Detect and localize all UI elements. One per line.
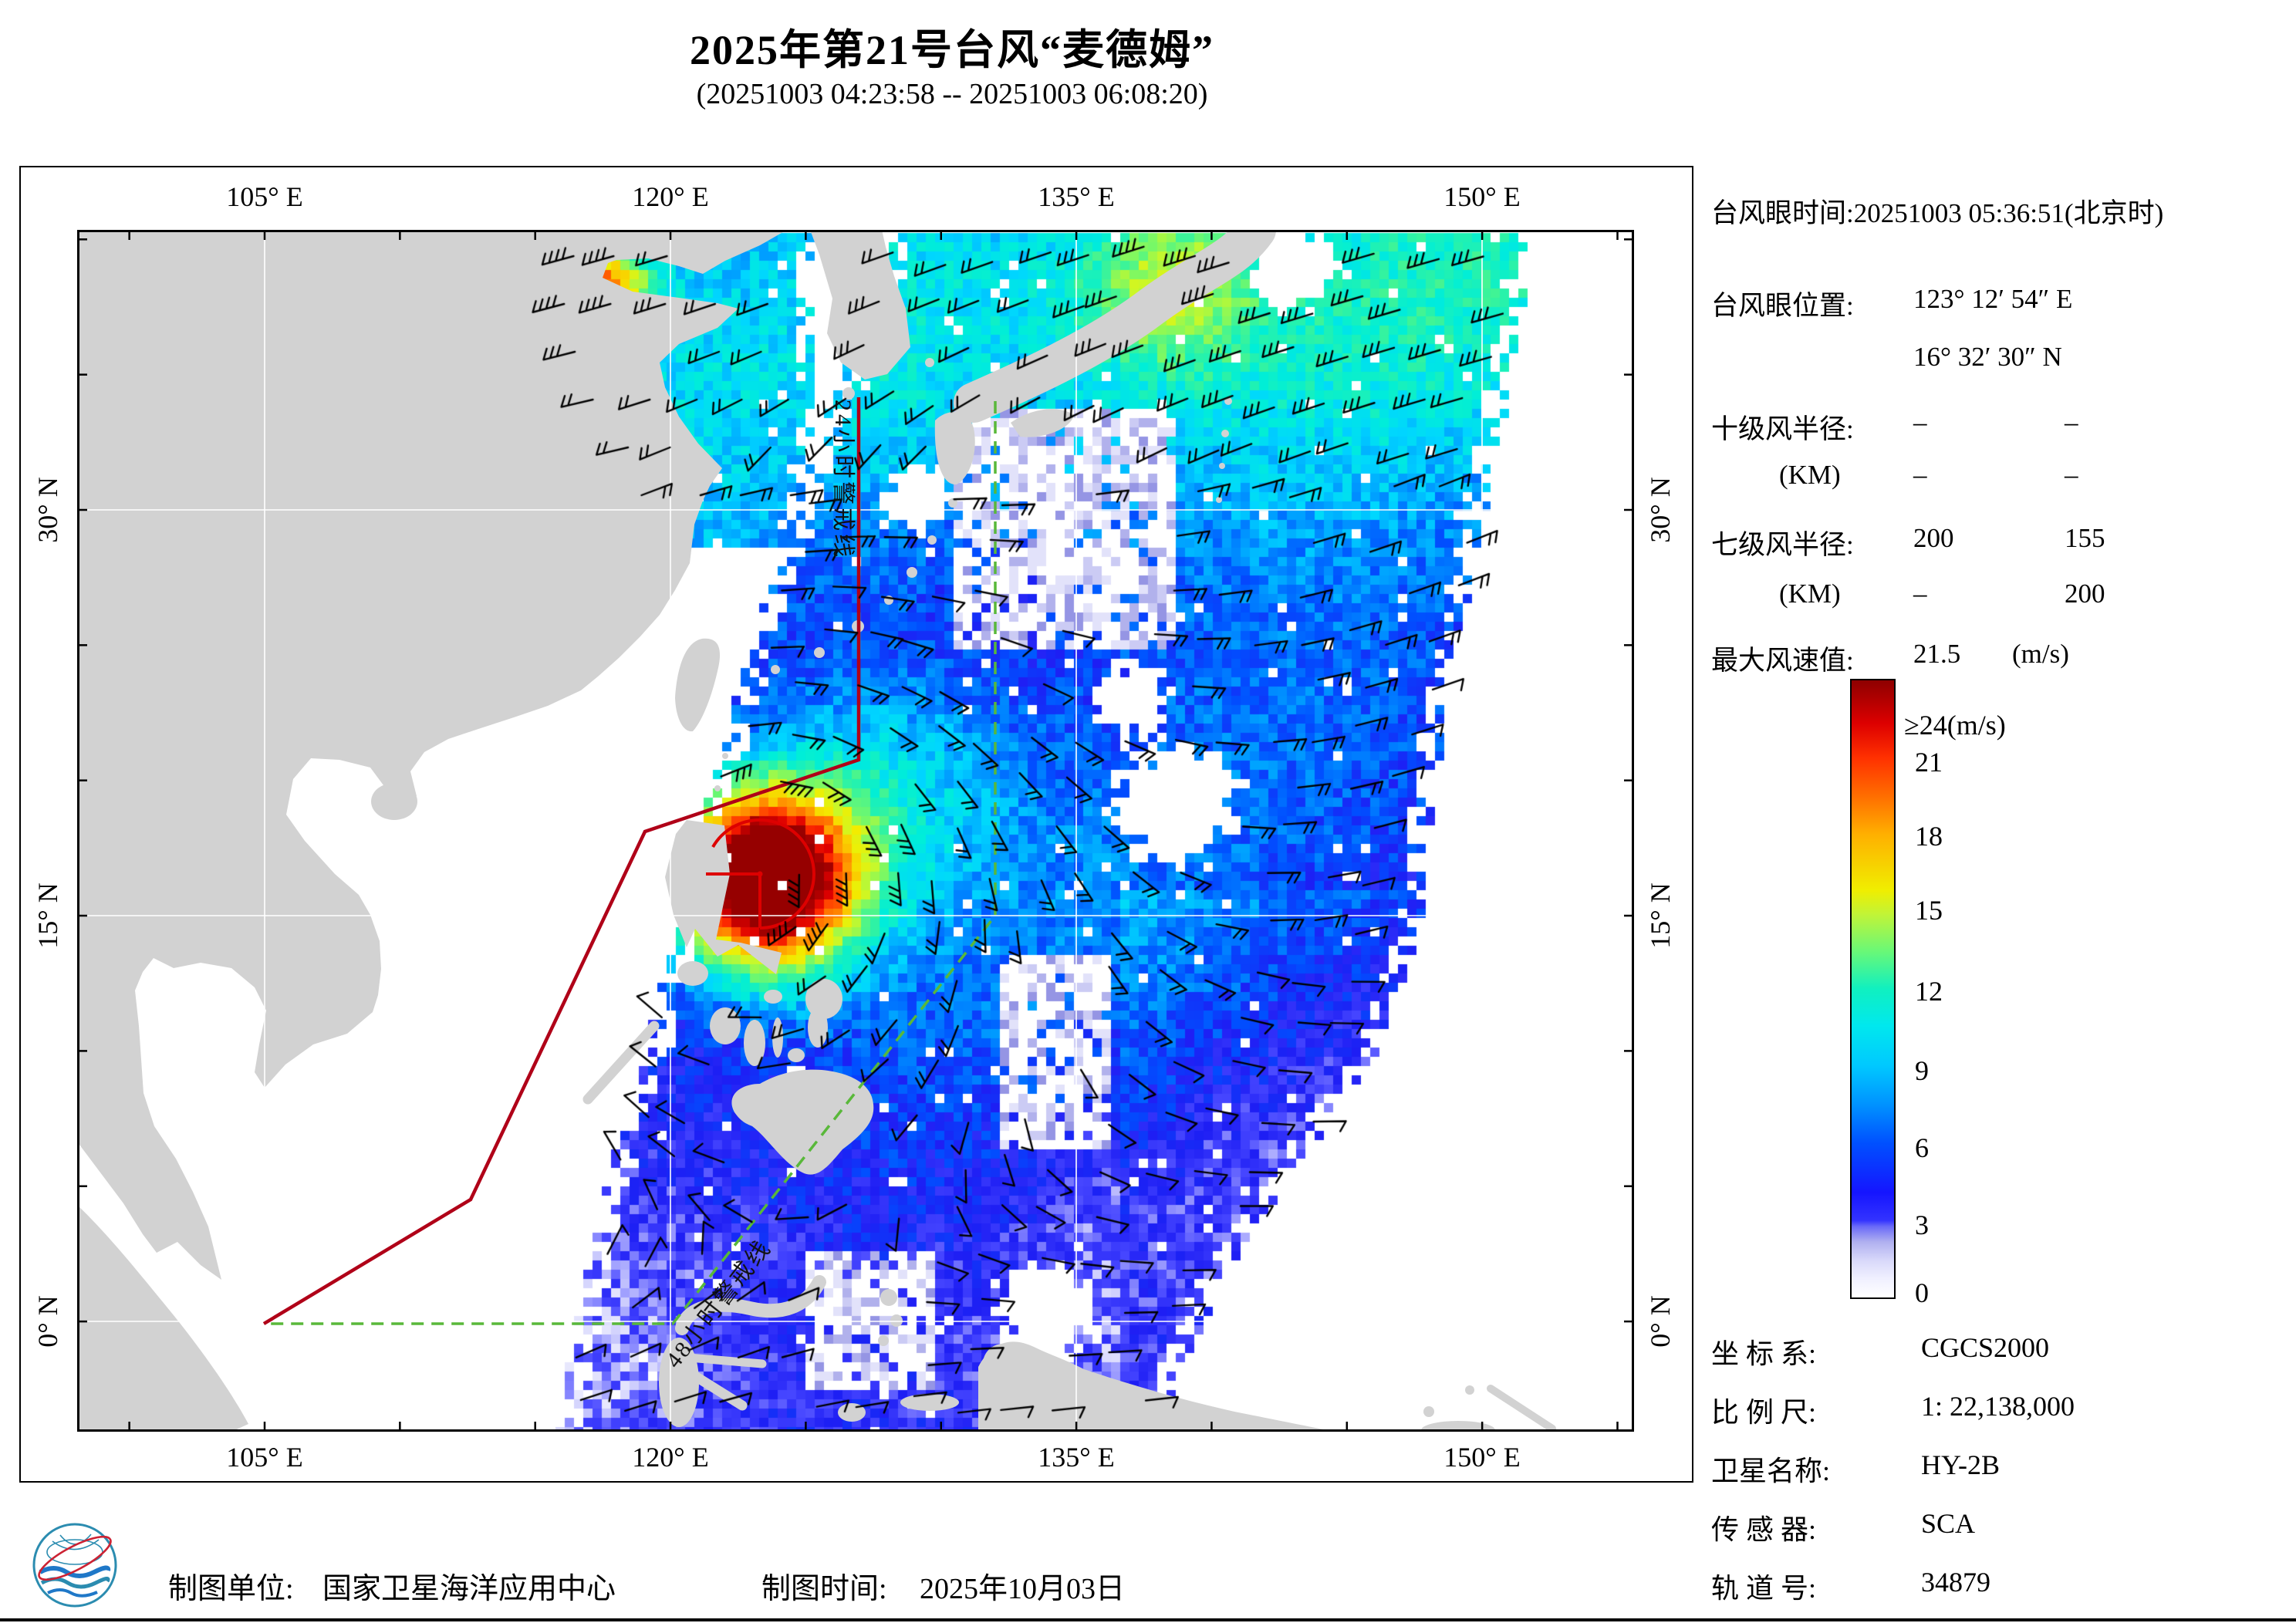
lat-label-left-0n: 0° N	[32, 1295, 63, 1348]
lon-label-top-105e: 105° E	[226, 181, 303, 212]
coord-system-row: 坐 标 系: CGCS2000	[1711, 1331, 2294, 1369]
r10-value-4: –	[2065, 460, 2078, 490]
page-title: 2025年第21号台风“麦德姆”	[690, 27, 1214, 73]
logo-globe-circle	[32, 1523, 117, 1608]
logo-orbit-ellipse	[38, 1535, 112, 1581]
max-wind-label: 最大风速值:	[1711, 646, 1854, 676]
lat-label-right-15n: 15° N	[1645, 882, 1676, 949]
eye-position-label: 台风眼位置:	[1711, 291, 1854, 321]
colorbar-tick-18: 18	[1915, 821, 1943, 852]
colorbar-tick-6: 6	[1915, 1132, 1929, 1163]
r7-km-label: (KM)	[1779, 579, 1841, 609]
map-plot-area	[77, 230, 1634, 1432]
wind-barbs-canvas	[77, 230, 1634, 1432]
eye-latitude-value: 16° 32′ 30″ N	[1913, 342, 2062, 372]
satellite-label: 卫星名称:	[1711, 1456, 1831, 1486]
eye-time-text: 台风眼时间:20251003 05:36:51(北京时)	[1711, 198, 2164, 228]
orbit-label: 轨 道 号:	[1711, 1573, 1817, 1604]
max-wind-row: 最大风速值: 21.5 (m/s)	[1711, 639, 2294, 676]
r10-value-3: –	[1913, 460, 1927, 490]
r10-km-label: (KM)	[1779, 460, 1841, 490]
coord-system-value: CGCS2000	[1921, 1332, 2050, 1363]
r10-value-1: –	[1913, 407, 1927, 437]
r10-km-row: (KM) – –	[1711, 460, 2294, 495]
lon-label-bottom-120e: 120° E	[632, 1442, 709, 1473]
satellite-value: HY-2B	[1921, 1449, 2001, 1480]
wind-speed-colorbar	[1850, 679, 1896, 1299]
map-outer-frame	[19, 166, 1693, 1483]
colorbar-tick-21: 21	[1915, 747, 1943, 778]
map-scale-row: 比 例 尺: 1: 22,138,000	[1711, 1390, 2294, 1428]
map-scale-value: 1: 22,138,000	[1921, 1391, 2075, 1422]
lon-label-top-135e: 135° E	[1038, 181, 1115, 212]
lat-label-right-30n: 30° N	[1645, 477, 1676, 543]
coord-system-label: 坐 标 系:	[1711, 1338, 1817, 1369]
eye-latitude-row: 16° 32′ 30″ N	[1711, 342, 2294, 377]
agency-value: 国家卫星海洋应用中心	[322, 1573, 616, 1605]
colorbar-tick-15: 15	[1915, 895, 1943, 926]
r10-row: 十级风半径: – –	[1711, 407, 2294, 444]
lon-label-top-120e: 120° E	[632, 181, 709, 212]
eye-time-row: 台风眼时间:20251003 05:36:51(北京时)	[1711, 191, 2294, 228]
sensor-row: 传 感 器: SCA	[1711, 1507, 2294, 1545]
r10-label: 十级风半径:	[1711, 414, 1854, 444]
eye-longitude-value: 123° 12′ 54″ E	[1913, 284, 2073, 314]
time-range-subtitle: (20251003 04:23:58 -- 20251003 06:08:20)	[696, 78, 1208, 110]
r7-value-1: 200	[1913, 523, 1954, 553]
sensor-label: 传 感 器:	[1711, 1514, 1817, 1545]
max-wind-value: 21.5	[1913, 639, 1961, 669]
max-wind-unit: (m/s)	[2012, 639, 2069, 669]
colorbar-tick-0: 0	[1915, 1277, 1929, 1308]
lat-label-left-30n: 30° N	[32, 477, 63, 543]
agency-label: 制图单位:	[168, 1573, 294, 1605]
map-date-label: 制图时间:	[761, 1573, 887, 1605]
colorbar-top-label: ≥24(m/s)	[1904, 710, 2006, 741]
lat-label-left-15n: 15° N	[32, 882, 63, 949]
r7-label: 七级风半径:	[1711, 530, 1854, 560]
eye-position-row: 台风眼位置: 123° 12′ 54″ E	[1711, 284, 2294, 321]
map-date-value: 2025年10月03日	[920, 1573, 1126, 1605]
lon-label-bottom-150e: 150° E	[1443, 1442, 1521, 1473]
colorbar-tick-12: 12	[1915, 976, 1943, 1007]
lon-label-bottom-105e: 105° E	[226, 1442, 303, 1473]
map-scale-label: 比 例 尺:	[1711, 1397, 1817, 1428]
logo-wave-1	[39, 1565, 111, 1578]
nsoas-logo	[32, 1523, 117, 1608]
r7-row: 七级风半径: 200 155	[1711, 523, 2294, 560]
lat-label-right-0n: 0° N	[1645, 1295, 1676, 1348]
r10-value-2: –	[2065, 407, 2078, 437]
lon-label-bottom-135e: 135° E	[1038, 1442, 1115, 1473]
lon-label-top-150e: 150° E	[1443, 181, 1521, 212]
bottom-border-line	[0, 1618, 2296, 1621]
orbit-value: 34879	[1921, 1567, 1990, 1598]
colorbar-tick-9: 9	[1915, 1055, 1929, 1086]
colorbar-tick-3: 3	[1915, 1210, 1929, 1240]
r7-value-4: 200	[2065, 579, 2105, 609]
orbit-row: 轨 道 号: 34879	[1711, 1566, 2294, 1604]
r7-km-row: (KM) – 200	[1711, 579, 2294, 614]
logo-wave-3	[47, 1588, 98, 1598]
r7-value-2: 155	[2065, 523, 2105, 553]
r7-value-3: –	[1913, 579, 1927, 609]
warning-line-24h-label: 24小时警戒线	[830, 400, 856, 560]
satellite-row: 卫星名称: HY-2B	[1711, 1449, 2294, 1486]
sensor-value: SCA	[1921, 1508, 1976, 1539]
